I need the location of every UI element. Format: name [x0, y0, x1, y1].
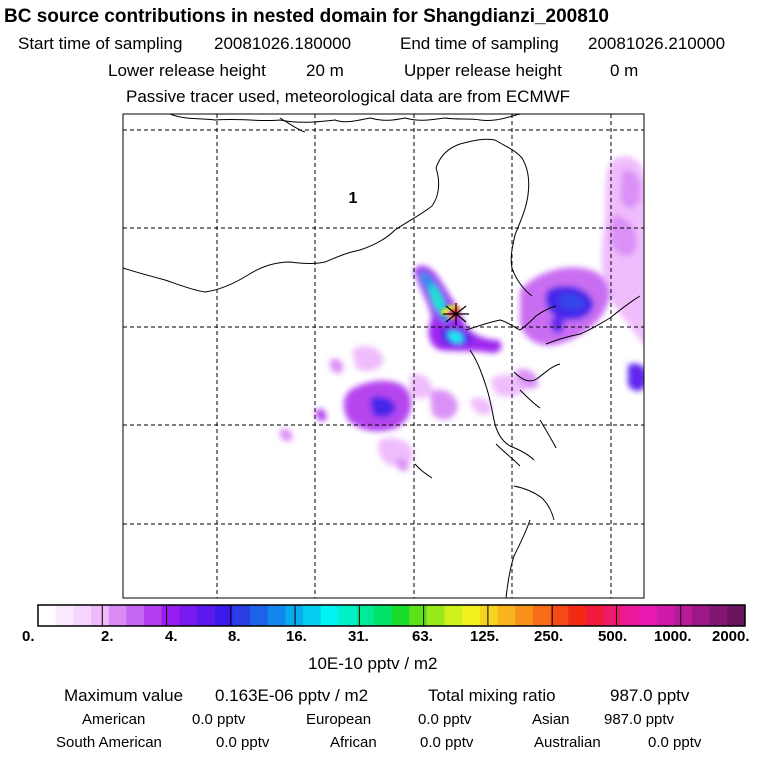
scale-label-1: 2.: [101, 628, 114, 645]
color-swatch: [144, 605, 163, 626]
upper-release-label: Upper release height: [404, 61, 562, 80]
color-swatch: [638, 605, 658, 626]
color-swatch: [214, 605, 233, 626]
south-american-value: 0.0 pptv: [216, 734, 270, 751]
scale-label-2: 4.: [165, 628, 178, 645]
color-swatch: [267, 605, 286, 626]
color-swatch: [108, 605, 127, 626]
start-time-label: Start time of sampling: [18, 34, 183, 53]
concentration-field: [279, 156, 644, 472]
color-swatch: [497, 605, 516, 626]
color-swatch: [38, 605, 57, 626]
color-swatch: [179, 605, 198, 626]
scale-label-11: 2000.: [712, 628, 750, 645]
scale-label-8: 250.: [534, 628, 564, 645]
color-swatch: [568, 605, 587, 626]
color-swatch: [91, 605, 110, 626]
map-frame: [122, 113, 645, 599]
color-swatch: [232, 605, 251, 626]
australian-label: Australian: [534, 734, 601, 751]
color-swatch: [444, 605, 463, 626]
color-swatch: [356, 605, 375, 626]
color-scale-frame: [37, 604, 746, 627]
color-swatch: [391, 605, 410, 626]
color-swatch: [621, 605, 640, 626]
scale-label-6: 63.: [412, 628, 433, 645]
tracer-note: Passive tracer used, meteorological data…: [126, 87, 571, 106]
color-swatch: [373, 605, 392, 626]
star-cross-icon: [443, 303, 469, 325]
region-label: 1: [349, 190, 358, 207]
max-value: 0.163E-06 pptv / m2: [215, 686, 369, 705]
color-swatch: [656, 605, 675, 626]
color-swatch: [320, 605, 339, 626]
european-value: 0.0 pptv: [418, 711, 472, 728]
american-value: 0.0 pptv: [192, 711, 246, 728]
map-boundaries: [123, 114, 641, 598]
color-swatch: [285, 605, 304, 626]
scale-label-5: 31.: [348, 628, 369, 645]
color-swatch: [161, 605, 180, 626]
max-value-label: Maximum value: [64, 686, 184, 705]
asian-label: Asian: [532, 711, 570, 728]
asian-value: 987.0 pptv: [604, 711, 675, 728]
end-time-label: End time of sampling: [400, 34, 559, 53]
color-swatch: [550, 605, 569, 626]
lower-release-value: 20 m: [306, 61, 344, 80]
african-label: African: [330, 734, 377, 751]
american-label: American: [82, 711, 146, 728]
color-swatch: [479, 605, 498, 626]
scale-label-7: 125.: [470, 628, 500, 645]
scale-label-3: 8.: [228, 628, 241, 645]
south-american-label: South American: [56, 734, 162, 751]
color-swatch: [515, 605, 534, 626]
color-swatch: [426, 605, 445, 626]
color-swatch: [709, 605, 728, 626]
lower-release-label: Lower release height: [108, 61, 266, 80]
scale-label-10: 1000.: [654, 628, 692, 645]
color-swatch: [409, 605, 428, 626]
color-swatch: [603, 605, 622, 626]
end-time-value: 20081026.210000: [588, 34, 726, 53]
color-swatch: [727, 605, 746, 626]
color-swatch: [338, 605, 357, 626]
total-mixing-value: 987.0 pptv: [610, 686, 690, 705]
upper-release-value: 0 m: [610, 61, 639, 80]
total-mixing-label: Total mixing ratio: [428, 686, 556, 705]
scale-label-0: 0.: [22, 628, 35, 645]
color-swatch: [303, 605, 322, 626]
color-swatch: [462, 605, 481, 626]
start-time-value: 20081026.180000: [214, 34, 352, 53]
scale-label-9: 500.: [598, 628, 628, 645]
color-swatch: [532, 605, 551, 626]
color-swatch: [197, 605, 216, 626]
african-value: 0.0 pptv: [420, 734, 474, 751]
color-scale-bar: [37, 604, 746, 627]
scale-label-4: 16.: [286, 628, 307, 645]
color-swatch: [585, 605, 604, 626]
lat-lon-grid: [123, 114, 644, 598]
color-swatch: [73, 605, 92, 626]
australian-value: 0.0 pptv: [648, 734, 702, 751]
color-swatch: [691, 605, 711, 626]
scale-unit: 10E-10 pptv / m2: [308, 654, 438, 673]
map-title: BC source contributions in nested domain…: [4, 6, 609, 27]
european-label: European: [306, 711, 372, 728]
color-swatch: [55, 605, 74, 626]
color-swatch: [674, 605, 693, 626]
color-swatch: [126, 605, 145, 626]
color-swatch: [250, 605, 269, 626]
